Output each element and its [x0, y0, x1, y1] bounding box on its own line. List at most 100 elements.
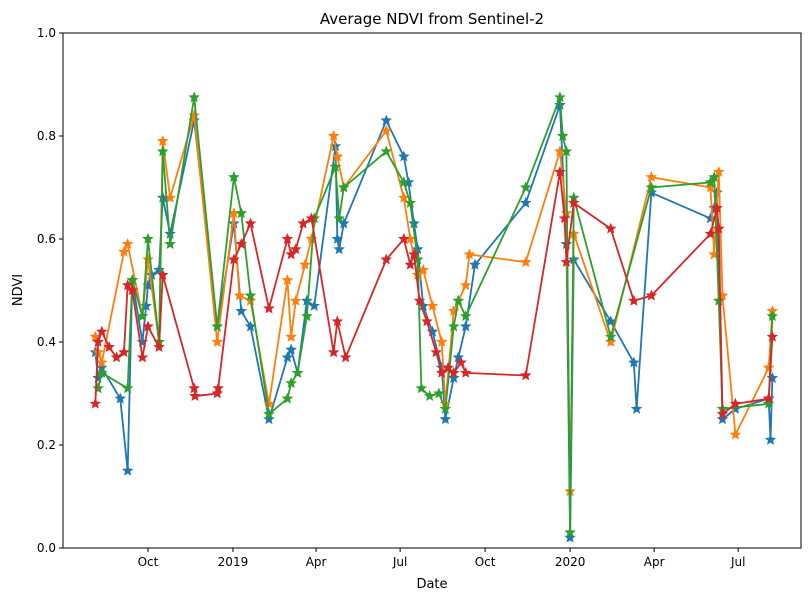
series-4-point: [228, 253, 240, 265]
series-4-point: [290, 243, 302, 255]
series-3-point: [188, 91, 200, 103]
series-2-point: [417, 263, 429, 275]
series-4-point: [413, 294, 426, 306]
y-tick-label: 1.0: [37, 26, 56, 40]
series-1-point: [630, 402, 643, 414]
series-1-point: [380, 114, 392, 126]
plot-frame: [62, 32, 802, 549]
x-axis-label: Date: [416, 577, 447, 592]
series-4-point: [126, 284, 138, 296]
x-tick-label: 2020: [555, 555, 586, 569]
y-tick-label: 0.8: [37, 129, 56, 143]
series-2-point: [263, 397, 275, 409]
series-4-point: [281, 232, 294, 244]
series-4-point: [339, 351, 352, 363]
series-3-point: [404, 196, 416, 208]
series-1-point: [564, 531, 576, 543]
series-3-point: [564, 526, 576, 538]
series-4-point: [716, 408, 729, 419]
series-4-point: [605, 222, 617, 234]
series-4-point: [188, 382, 200, 394]
series-2-point: [157, 135, 169, 147]
series-4-point: [421, 315, 433, 327]
series-4-point: [460, 366, 472, 378]
y-tick-label: 0.6: [37, 232, 56, 246]
series-2-point: [331, 150, 344, 162]
series-3: [92, 91, 779, 538]
series-3-point: [560, 145, 573, 157]
series-1-point: [285, 343, 297, 355]
series-3-point: [605, 330, 617, 342]
series-2-point: [729, 428, 742, 440]
series-4-point: [327, 346, 340, 358]
series-4-point: [762, 392, 775, 404]
x-tick-label: Jul: [730, 555, 745, 569]
series-1-point: [235, 305, 247, 316]
series-1-point: [605, 315, 617, 327]
series-1-point: [114, 392, 126, 404]
series-1-point: [153, 263, 165, 275]
series-3-point: [235, 207, 247, 219]
series-1-point: [628, 356, 640, 368]
series-3-point: [398, 176, 410, 188]
series-4-point: [331, 315, 344, 327]
series-4-point: [554, 166, 566, 177]
series-4-point: [92, 335, 104, 347]
series-4-point: [704, 227, 717, 239]
series-1-point: [439, 413, 452, 425]
series-4-point: [118, 346, 130, 358]
series-1-point: [333, 243, 345, 255]
series-4-point: [95, 325, 108, 337]
series-3-point: [708, 171, 720, 183]
series-4-point: [448, 366, 460, 378]
series-2-point: [762, 361, 775, 373]
series-3-point: [645, 181, 658, 193]
series-1-point: [448, 371, 460, 383]
series-3-point: [415, 382, 428, 394]
series-2-point: [327, 129, 340, 141]
series-1-point: [308, 299, 320, 311]
series-1-point: [398, 150, 410, 162]
series-1-point: [337, 217, 350, 229]
x-tick-label: Apr: [644, 555, 665, 569]
series-1-point: [331, 232, 344, 244]
series-3-point: [291, 366, 304, 378]
series-3-point: [121, 382, 134, 394]
series-3-point: [520, 181, 532, 193]
series-2-point: [118, 245, 130, 257]
x-tick-label: 2019: [218, 555, 249, 569]
x-tick-label: Jul: [392, 555, 407, 569]
series-1: [89, 99, 779, 543]
series-4-point: [153, 341, 165, 353]
series-4-point: [305, 212, 318, 224]
series-4-line: [94, 171, 774, 416]
series-3-point: [556, 129, 569, 141]
series-3-point: [136, 310, 149, 322]
series-1-point: [263, 413, 275, 425]
series-3-point: [766, 310, 779, 322]
series-4-point: [103, 341, 115, 353]
series-1-point: [121, 464, 134, 476]
series-4-point: [380, 253, 392, 265]
series-1-point: [520, 196, 532, 208]
series-3-point: [329, 160, 342, 172]
series-4-point: [142, 320, 154, 332]
x-tick-label: Apr: [306, 555, 327, 569]
series-3-point: [333, 212, 345, 224]
series-3-point: [439, 402, 452, 414]
series-1-point: [301, 294, 313, 306]
series-3-point: [452, 294, 465, 306]
y-tick-label: 0.2: [37, 438, 56, 452]
series-2-point: [426, 299, 439, 311]
series-4-point: [628, 294, 640, 306]
series-4-point: [408, 248, 420, 260]
series-2-point: [121, 238, 134, 250]
series-3-line: [97, 97, 774, 533]
series-4-point: [645, 289, 658, 301]
series-3-point: [228, 171, 240, 183]
series-4-point: [404, 258, 416, 270]
series-2-point: [233, 289, 246, 301]
series-4-point: [560, 256, 573, 268]
series-2-point: [281, 274, 294, 286]
